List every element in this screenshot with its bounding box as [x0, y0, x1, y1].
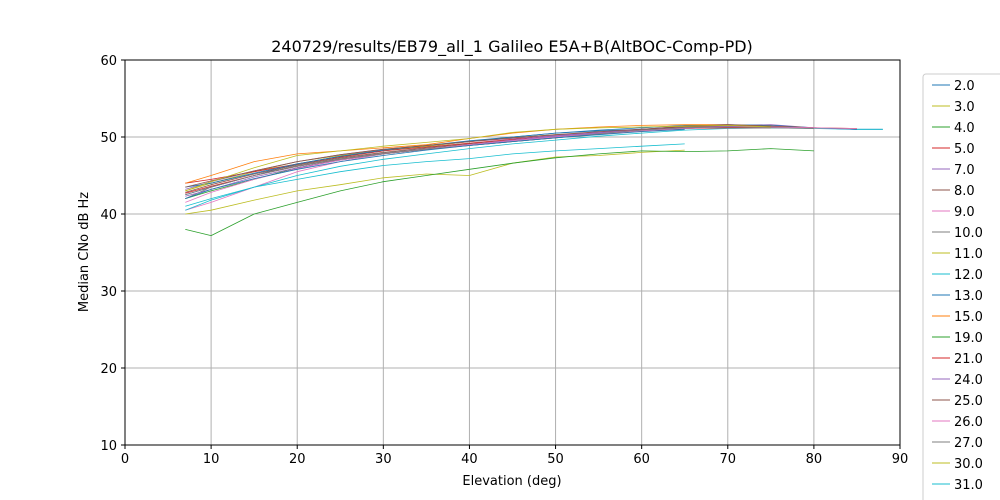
x-tick-label: 80 — [806, 452, 823, 467]
legend-label: 30.0 — [954, 457, 983, 472]
legend-label: 15.0 — [954, 310, 983, 325]
y-axis-ticks: 10 20 30 40 50 60 — [100, 54, 125, 454]
series-line-30.0 — [185, 125, 771, 192]
legend-label: 21.0 — [954, 352, 983, 367]
y-tick-label: 60 — [100, 54, 117, 69]
legend-label: 3.0 — [954, 100, 975, 115]
x-tick-label: 10 — [203, 452, 220, 467]
legend-label: 24.0 — [954, 373, 983, 388]
y-tick-label: 40 — [100, 208, 117, 223]
y-tick-label: 30 — [100, 285, 117, 300]
plot-frame — [124, 59, 901, 446]
x-tick-label: 40 — [461, 452, 478, 467]
x-tick-label: 60 — [633, 452, 650, 467]
legend-label: 11.0 — [954, 247, 983, 262]
legend-label: 8.0 — [954, 184, 975, 199]
chart-title: 240729/results/EB79_all_1 Galileo E5A+B(… — [271, 37, 753, 57]
legend-frame — [922, 73, 1000, 500]
x-axis-ticks: 0 10 20 30 40 50 60 70 80 90 — [121, 445, 908, 467]
x-tick-label: 20 — [289, 452, 306, 467]
legend-label: 5.0 — [954, 142, 975, 157]
legend-label: 26.0 — [954, 415, 983, 430]
series-line-33.0 — [185, 128, 685, 199]
legend-label: 12.0 — [954, 268, 983, 283]
x-tick-label: 0 — [121, 452, 129, 467]
y-tick-label: 10 — [100, 439, 117, 454]
legend-label: 27.0 — [954, 436, 983, 451]
series-line-11.0 — [185, 149, 685, 215]
legend-label: 7.0 — [954, 163, 975, 178]
legend: 2.0 3.0 4.0 5.0 7.0 8.0 9.0 10.0 11.0 12.0 13.0 15.… — [922, 73, 1000, 500]
y-tick-label: 50 — [100, 131, 117, 146]
legend-label: 13.0 — [954, 289, 983, 304]
x-tick-label: 50 — [547, 452, 564, 467]
legend-label: 4.0 — [954, 121, 975, 136]
legend-label: 31.0 — [954, 478, 983, 493]
y-tick-label: 20 — [100, 362, 117, 377]
series-line-31.0 — [185, 143, 685, 207]
legend-items: 2.0 3.0 4.0 5.0 7.0 8.0 9.0 10.0 11.0 12.0 13.0 15.… — [932, 79, 983, 500]
x-tick-label: 30 — [375, 452, 392, 467]
legend-label: 9.0 — [954, 205, 975, 220]
legend-label: 10.0 — [954, 226, 983, 241]
series-lines — [185, 124, 883, 236]
legend-label: 2.0 — [954, 79, 975, 94]
series-line-19.0 — [185, 148, 814, 236]
x-tick-label: 90 — [892, 452, 909, 467]
y-axis-label: Median CNo dB Hz — [77, 192, 92, 312]
x-axis-label: Elevation (deg) — [462, 474, 561, 489]
legend-label: 25.0 — [954, 394, 983, 409]
legend-label: 19.0 — [954, 331, 983, 346]
x-tick-label: 70 — [720, 452, 737, 467]
